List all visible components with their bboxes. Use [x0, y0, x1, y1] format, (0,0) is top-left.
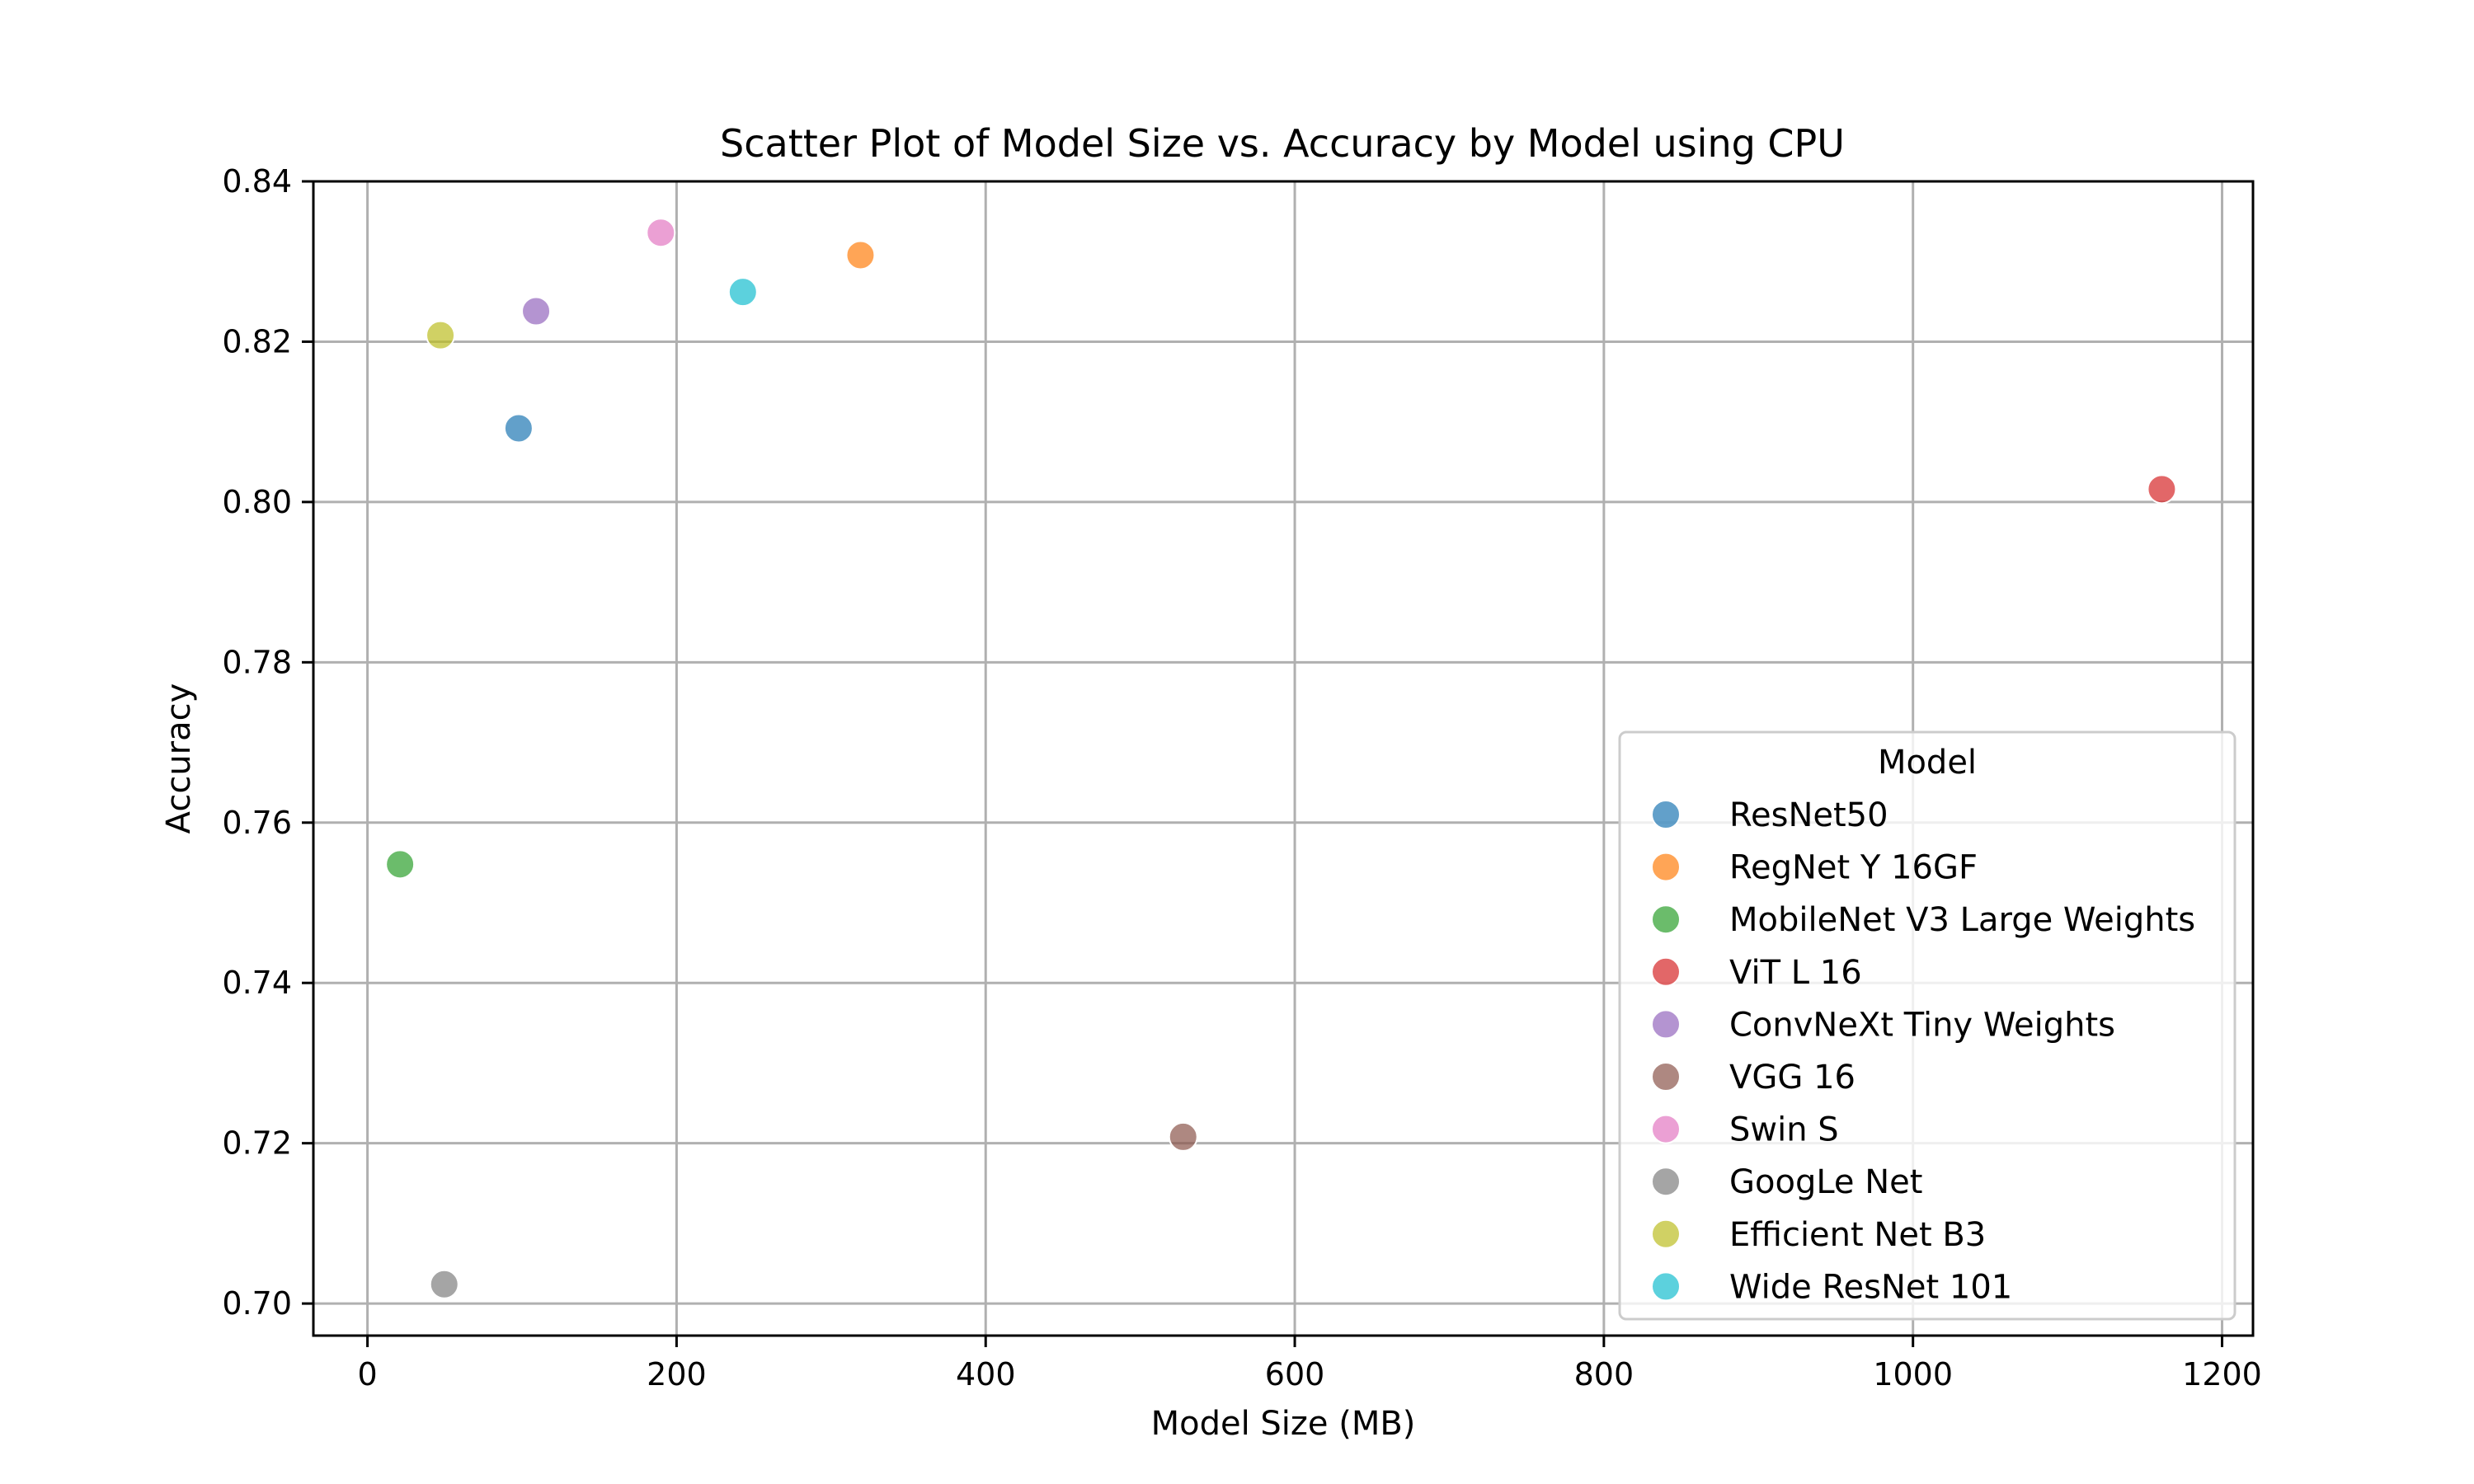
- legend-title: Model: [1878, 744, 1977, 782]
- legend-items: ResNet50 RegNet Y 16GF MobileNet V3 Large …: [1651, 796, 2195, 1306]
- data-point: [426, 320, 456, 350]
- x-tick-label: 1200: [2182, 1356, 2262, 1392]
- legend-label: ResNet50: [1729, 796, 1888, 834]
- y-tick-label: 0.84: [222, 163, 292, 200]
- data-point: [521, 296, 552, 326]
- data-point: [2147, 474, 2177, 505]
- legend-marker: [1651, 904, 1681, 935]
- y-tick-label: 0.72: [222, 1125, 292, 1162]
- data-point: [503, 413, 534, 444]
- y-tick-label: 0.70: [222, 1285, 292, 1322]
- legend-label: ViT L 16: [1729, 954, 1862, 992]
- data-point: [385, 849, 416, 880]
- x-tick-label: 1000: [1873, 1356, 1953, 1392]
- data-points: [385, 218, 2177, 1299]
- data-point: [845, 240, 876, 270]
- y-tick-label: 0.78: [222, 644, 292, 680]
- legend-marker: [1651, 1219, 1681, 1249]
- legend: Model ResNet50 RegNet Y 16GF MobileNet V3 …: [1618, 730, 2236, 1321]
- x-axis-label: Model Size (MB): [1151, 1405, 1416, 1443]
- legend-label: Swin S: [1729, 1111, 1839, 1149]
- legend-label: ConvNeXt Tiny Weights: [1729, 1006, 2115, 1044]
- y-tick-label: 0.74: [222, 965, 292, 1001]
- data-point: [429, 1269, 459, 1299]
- chart-title: Scatter Plot of Model Size vs. Accuracy …: [720, 121, 1845, 166]
- x-tick-label: 0: [357, 1356, 377, 1392]
- legend-label: MobileNet V3 Large Weights: [1729, 901, 2195, 939]
- data-point: [646, 218, 676, 248]
- y-tick-label: 0.76: [222, 805, 292, 841]
- data-point: [1168, 1121, 1198, 1152]
- y-tick-label: 0.80: [222, 484, 292, 520]
- legend-marker: [1651, 956, 1681, 987]
- legend-marker: [1651, 800, 1681, 829]
- legend-label: RegNet Y 16GF: [1729, 849, 1978, 887]
- legend-marker: [1651, 1114, 1681, 1144]
- y-axis-label: Accuracy: [160, 683, 198, 834]
- legend-marker: [1651, 1271, 1681, 1302]
- legend-box: [1618, 730, 2236, 1321]
- legend-label: Efficient Net B3: [1729, 1216, 1986, 1254]
- legend-marker: [1651, 1062, 1681, 1092]
- plot-frame: [312, 180, 2255, 1337]
- x-axis-ticks: 0 200 400 600 800 1000 1200: [357, 1336, 2262, 1392]
- x-tick-label: 200: [647, 1356, 707, 1392]
- legend-marker: [1651, 1167, 1681, 1197]
- y-tick-label: 0.82: [222, 323, 292, 359]
- x-tick-label: 400: [956, 1356, 1016, 1392]
- legend-marker: [1651, 1009, 1681, 1040]
- data-point: [727, 277, 758, 308]
- y-axis-ticks: 0.70 0.72 0.74 0.76 0.78 0.80 0.82 0.84: [222, 163, 313, 1322]
- legend-label: VGG 16: [1729, 1059, 1856, 1097]
- x-tick-label: 600: [1265, 1356, 1325, 1392]
- legend-marker: [1651, 852, 1681, 882]
- x-tick-label: 800: [1574, 1356, 1634, 1392]
- legend-label: GoogLe Net: [1729, 1163, 1922, 1201]
- legend-label: Wide ResNet 101: [1729, 1268, 2012, 1306]
